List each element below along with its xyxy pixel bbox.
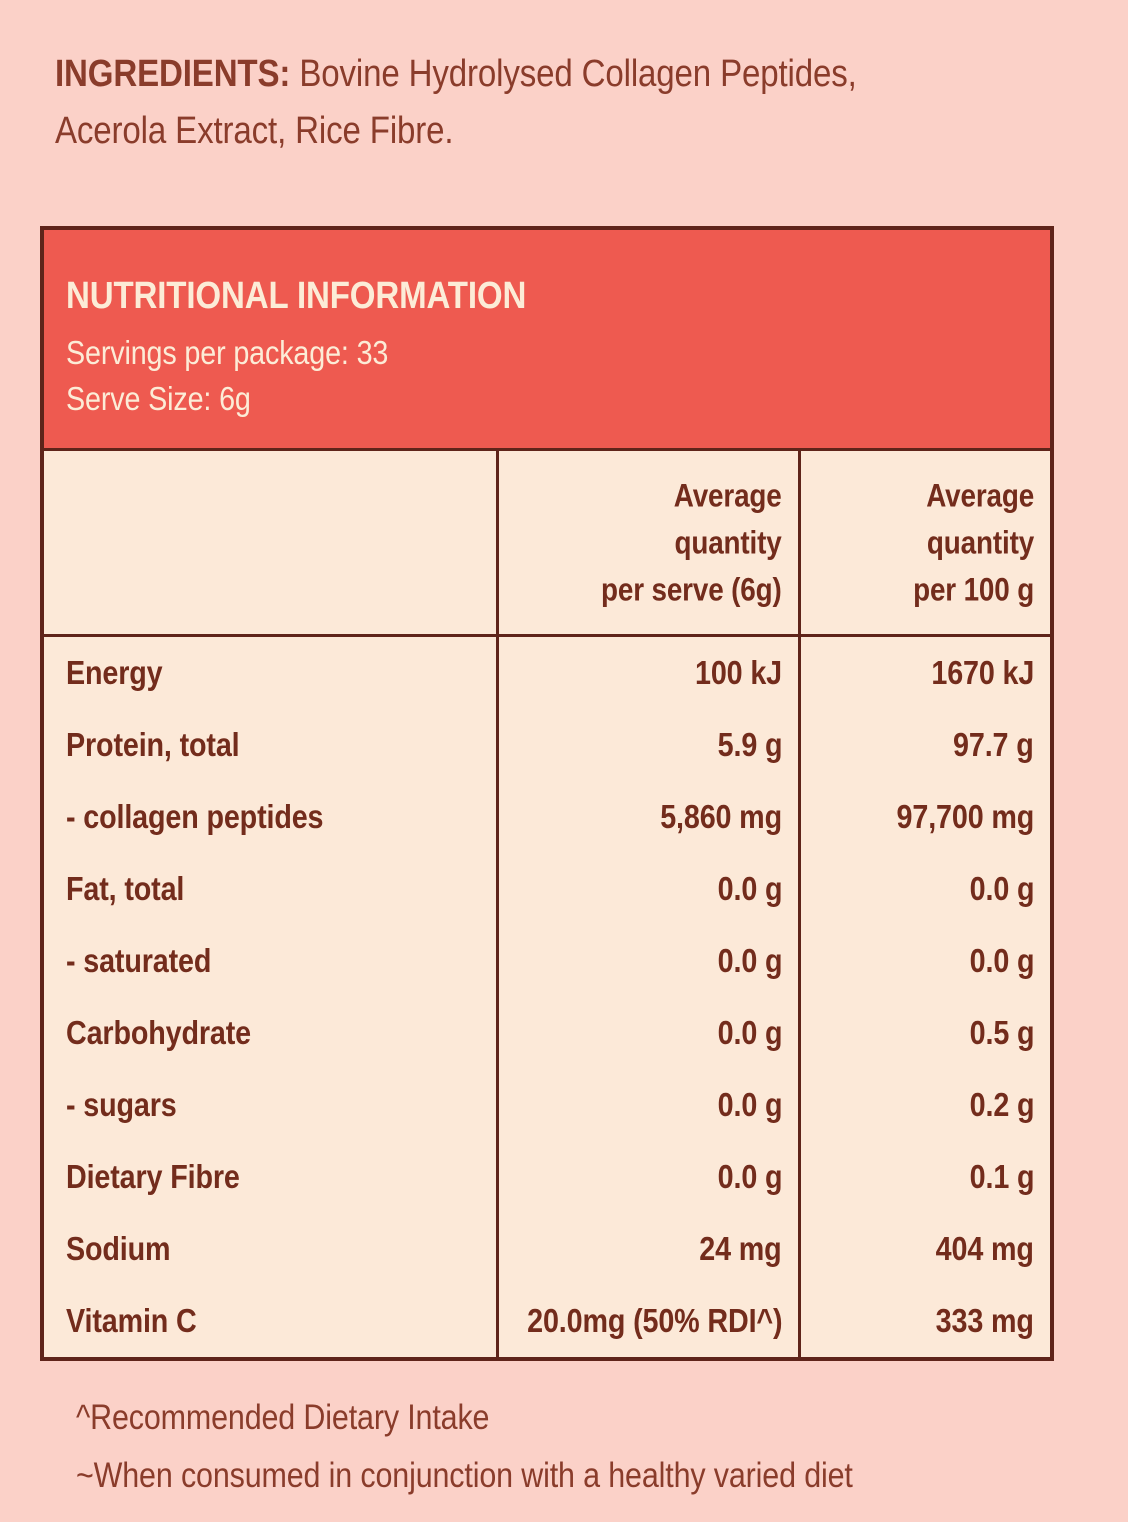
table-cell-per-100g: 97.7 g [798,709,1050,781]
table-cell-per-serve: 5,860 mg [496,781,798,853]
footnote-rdi: ^Recommended Dietary Intake [76,1398,490,1437]
table-row-label-cell: Dietary Fibre [44,1141,496,1213]
per-serve-value: 0.0 g [717,870,782,907]
nutrient-label: - saturated [66,942,212,979]
column-header-per-serve-cell: Average quantity per serve (6g) [496,451,798,637]
table-cell-per-100g: 1670 kJ [798,637,1050,709]
nutrient-label: - sugars [66,1086,177,1123]
nutrition-label-page: { "colors": { "page_bg": "#fbd1c8", "pan… [0,46,1128,1522]
column-header-per-100g: Average quantity per 100 g [913,477,1034,607]
table-row-label-cell: Vitamin C [44,1285,496,1357]
footnote-diet-row: ~When consumed in conjunction with a hea… [76,1447,1128,1505]
nutrition-panel: NUTRITIONAL INFORMATION Servings per pac… [40,226,1054,1361]
table-cell-per-serve: 0.0 g [496,997,798,1069]
nutrient-label: Energy [66,654,163,691]
nutrient-label: Carbohydrate [66,1014,251,1051]
column-header-per-100g-cell: Average quantity per 100 g [798,451,1050,637]
per-serve-value: 0.0 g [717,1158,782,1195]
table-cell-per-100g: 0.0 g [798,853,1050,925]
nutrient-label: Protein, total [66,726,240,763]
footnotes: ^Recommended Dietary Intake ~When consum… [38,1389,1128,1505]
footnote-diet: ~When consumed in conjunction with a hea… [76,1456,853,1495]
per-100g-value: 333 mg [935,1302,1034,1339]
per-100g-value: 0.2 g [969,1086,1034,1123]
per-100g-value: 404 mg [935,1230,1034,1267]
ingredients-paragraph: INGREDIENTS: Bovine Hydrolysed Collagen … [55,46,1082,160]
per-100g-value: 0.0 g [969,942,1034,979]
per-serve-value: 0.0 g [717,1014,782,1051]
nutrient-label: - collagen peptides [66,798,324,835]
table-cell-per-100g: 404 mg [798,1213,1050,1285]
per-100g-value: 97,700 mg [896,798,1034,835]
table-cell-per-100g: 0.5 g [798,997,1050,1069]
table-row-label-cell: - saturated [44,925,496,997]
ingredients-label: INGREDIENTS: [55,53,291,95]
per-100g-value: 0.5 g [969,1014,1034,1051]
per-100g-value: 0.0 g [969,870,1034,907]
table-cell-per-serve: 24 mg [496,1213,798,1285]
table-cell-per-serve: 0.0 g [496,1069,798,1141]
per-serve-value: 5,860 mg [660,798,782,835]
table-cell-per-serve: 0.0 g [496,925,798,997]
per-serve-value: 0.0 g [717,1086,782,1123]
servings-per-package: Servings per package: 33 [66,334,389,371]
per-serve-value: 24 mg [699,1230,782,1267]
serve-size-row: Serve Size: 6g [66,376,1028,422]
table-cell-per-serve: 0.0 g [496,853,798,925]
per-serve-value: 5.9 g [717,726,782,763]
table-row-label-cell: Fat, total [44,853,496,925]
table-cell-per-100g: 0.2 g [798,1069,1050,1141]
per-100g-value: 97.7 g [953,726,1034,763]
table-row-label-cell: Protein, total [44,709,496,781]
ingredients-text: Bovine Hydrolysed Collagen Peptides, Ace… [55,53,857,152]
table-cell-per-100g: 97,700 mg [798,781,1050,853]
table-cell-per-100g: 0.1 g [798,1141,1050,1213]
table-cell-per-serve: 100 kJ [496,637,798,709]
nutrition-panel-header: NUTRITIONAL INFORMATION Servings per pac… [44,230,1050,451]
table-row-label-cell: - collagen peptides [44,781,496,853]
table-cell-per-serve: 5.9 g [496,709,798,781]
servings-row: Servings per package: 33 [66,330,1028,376]
table-cell-per-serve: 0.0 g [496,1141,798,1213]
table-cell-per-100g: 0.0 g [798,925,1050,997]
column-header-per-serve: Average quantity per serve (6g) [601,477,782,607]
per-serve-value: 0.0 g [717,942,782,979]
table-cell-per-serve: 20.0mg (50% RDI^) [496,1285,798,1357]
table-row-label-cell: Carbohydrate [44,997,496,1069]
nutrition-table: Average quantity per serve (6g) Average … [44,451,1050,1357]
column-header-spacer [44,451,496,637]
nutrient-label: Vitamin C [66,1302,197,1339]
nutrient-label: Dietary Fibre [66,1158,240,1195]
table-row-label-cell: Energy [44,637,496,709]
per-100g-value: 0.1 g [969,1158,1034,1195]
table-cell-per-100g: 333 mg [798,1285,1050,1357]
table-row-label-cell: Sodium [44,1213,496,1285]
footnote-rdi-row: ^Recommended Dietary Intake [76,1389,1128,1447]
nutrition-title-row: NUTRITIONAL INFORMATION [66,274,1028,318]
nutrient-label: Sodium [66,1230,171,1267]
nutrition-title: NUTRITIONAL INFORMATION [66,275,527,317]
per-serve-value: 100 kJ [695,654,782,691]
per-serve-value: 20.0mg (50% RDI^) [526,1302,782,1339]
serve-size: Serve Size: 6g [66,380,251,417]
table-row-label-cell: - sugars [44,1069,496,1141]
per-100g-value: 1670 kJ [931,654,1034,691]
nutrient-label: Fat, total [66,870,185,907]
